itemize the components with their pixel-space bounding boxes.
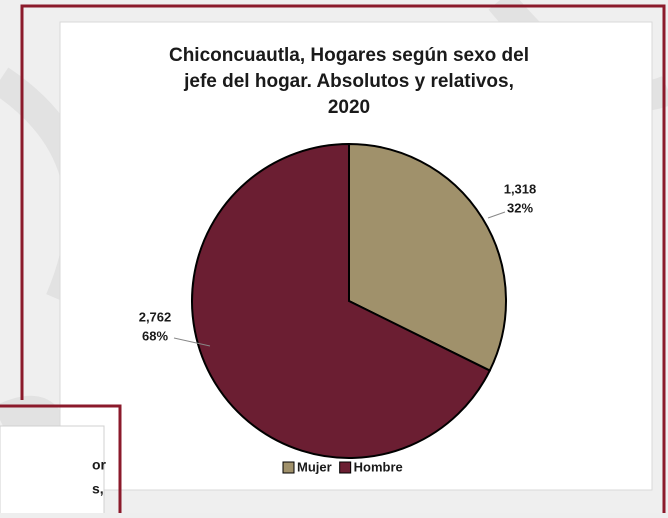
- side-text: or: [92, 457, 107, 473]
- data-label: 1,318: [504, 181, 537, 196]
- side-text: s,: [92, 481, 104, 497]
- legend-label: Hombre: [354, 459, 403, 474]
- percent-label: 32%: [507, 200, 533, 215]
- pie-slice: [348, 142, 508, 372]
- chart-title: Chiconcuautla, Hogares según sexo del: [169, 45, 529, 66]
- pie-slice: [191, 142, 492, 459]
- side-panel: [0, 425, 105, 517]
- legend-swatch: [339, 461, 352, 474]
- data-label: 2,762: [139, 309, 172, 324]
- legend-label: Mujer: [297, 459, 332, 474]
- legend-swatch: [282, 461, 295, 474]
- outer-frame: [20, 4, 666, 513]
- leader-line: [173, 337, 211, 347]
- chart-title: jefe del hogar. Absolutos y relativos,: [183, 71, 514, 92]
- chart-title: 2020: [328, 97, 370, 118]
- percent-label: 68%: [142, 328, 168, 343]
- leader-line: [487, 211, 506, 219]
- side-frame: [0, 404, 122, 518]
